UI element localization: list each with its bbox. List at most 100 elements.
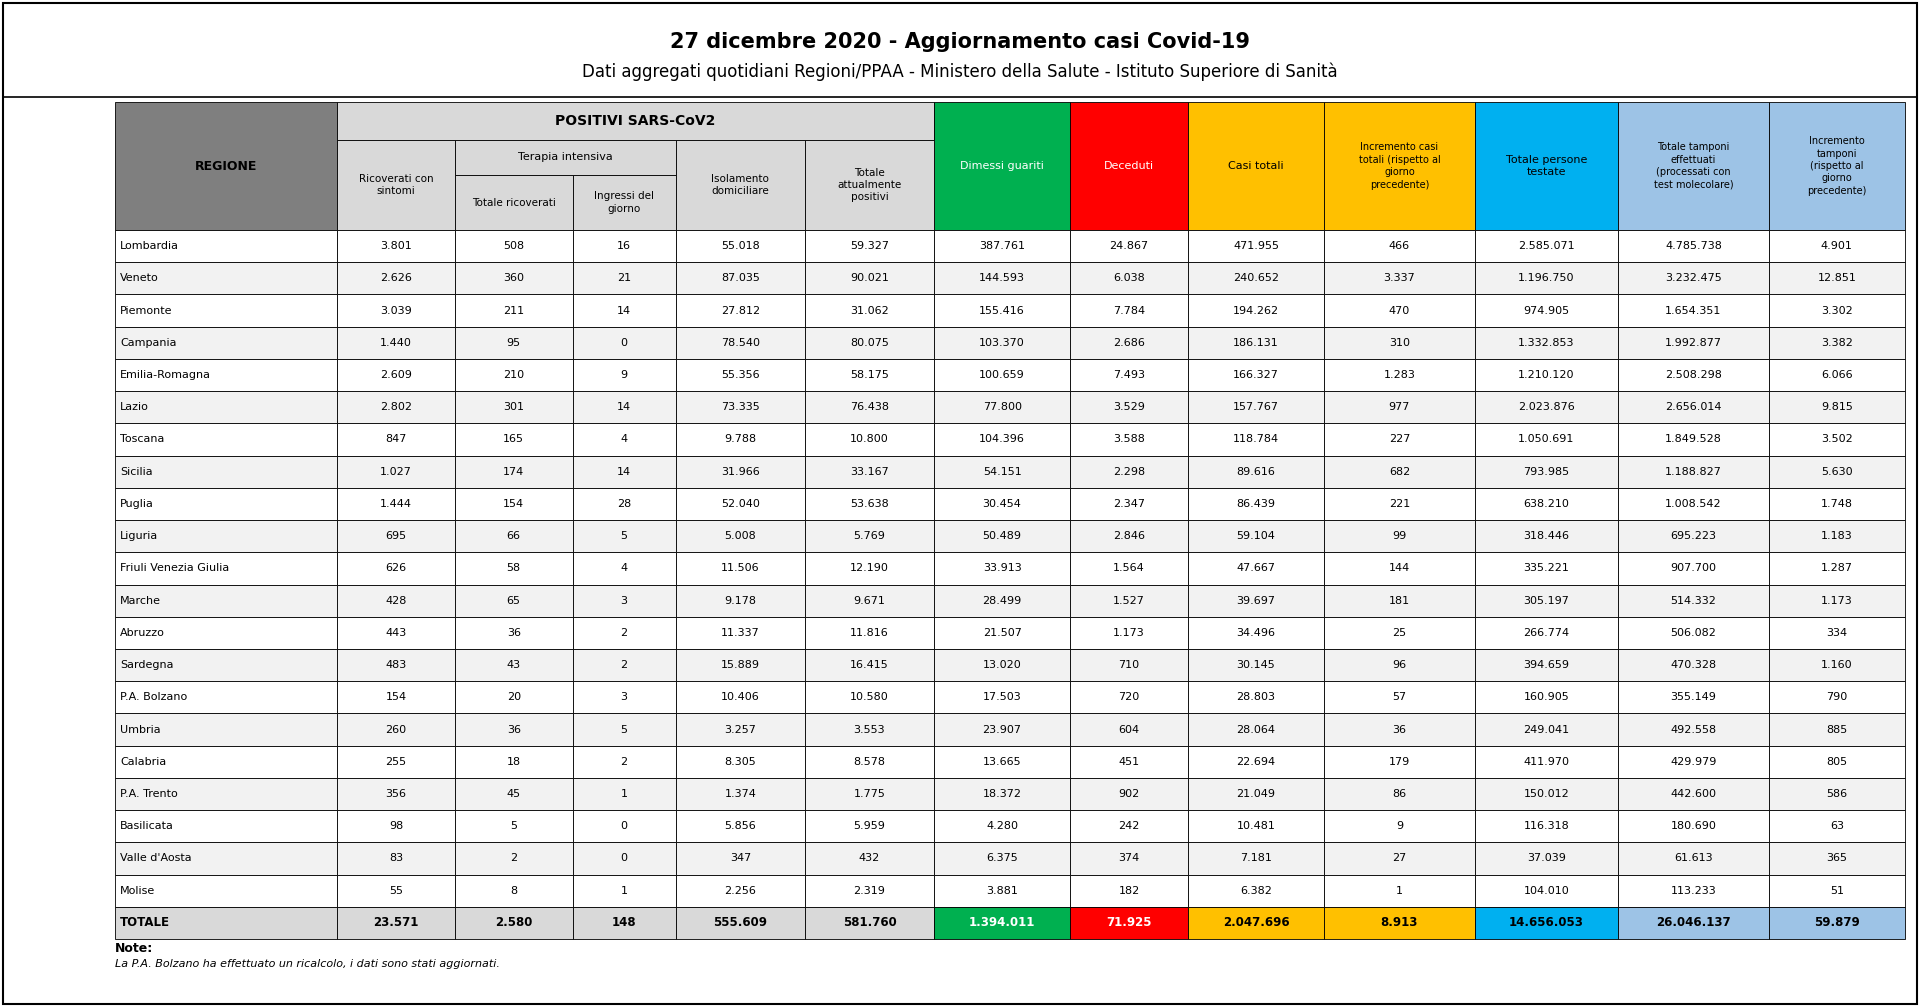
Text: 95: 95 [507,337,520,347]
Bar [676,552,804,584]
Bar [1768,294,1905,326]
Bar [572,487,676,520]
Bar [804,552,933,584]
Text: 1.654.351: 1.654.351 [1665,305,1722,315]
Bar [115,487,338,520]
Text: Note:: Note: [115,943,154,956]
Text: 10.800: 10.800 [851,434,889,444]
Text: 103.370: 103.370 [979,337,1025,347]
Bar [1069,616,1188,649]
Bar [676,584,804,616]
Text: Veneto: Veneto [119,273,159,283]
Text: 626: 626 [386,563,407,573]
Bar [804,745,933,777]
Bar [676,487,804,520]
Text: 2.802: 2.802 [380,402,413,412]
Text: 885: 885 [1826,724,1847,734]
Text: 9: 9 [1396,821,1404,831]
Bar [1325,391,1475,423]
Bar [1768,584,1905,616]
Text: 2.656.014: 2.656.014 [1665,402,1722,412]
Text: 66: 66 [507,531,520,541]
Text: 1.992.877: 1.992.877 [1665,337,1722,347]
Text: Valle d'Aosta: Valle d'Aosta [119,853,192,863]
Text: P.A. Trento: P.A. Trento [119,788,179,799]
Text: 790: 790 [1826,692,1847,702]
Text: 470.328: 470.328 [1670,660,1716,670]
Text: 23.907: 23.907 [983,724,1021,734]
Text: 902: 902 [1119,788,1140,799]
Text: 1.283: 1.283 [1384,370,1415,380]
Bar [676,262,804,294]
Text: Marche: Marche [119,595,161,605]
Bar [1619,520,1768,552]
Text: 227: 227 [1388,434,1409,444]
Text: 2.347: 2.347 [1114,498,1144,509]
Bar [676,649,804,681]
Bar [1475,552,1619,584]
Bar [338,874,455,906]
Text: 3.801: 3.801 [380,241,413,251]
Text: 1.748: 1.748 [1820,498,1853,509]
Text: 3.039: 3.039 [380,305,413,315]
Text: 1.287: 1.287 [1820,563,1853,573]
Bar [572,455,676,487]
Bar [1188,487,1325,520]
Text: 179: 179 [1388,756,1409,766]
Bar [933,616,1069,649]
Text: 1.444: 1.444 [380,498,413,509]
Text: 847: 847 [386,434,407,444]
Bar [1475,584,1619,616]
Text: 720: 720 [1119,692,1140,702]
Bar [1069,874,1188,906]
Text: 5.008: 5.008 [724,531,756,541]
Bar [1069,584,1188,616]
Text: 86.439: 86.439 [1236,498,1275,509]
Bar [1619,745,1768,777]
Text: 63: 63 [1830,821,1843,831]
Bar [933,262,1069,294]
Bar [1619,777,1768,810]
Bar [1475,487,1619,520]
Text: 9.178: 9.178 [724,595,756,605]
Text: 1.173: 1.173 [1114,627,1144,637]
Text: 3.553: 3.553 [854,724,885,734]
Text: 14: 14 [616,305,632,315]
Bar [1475,810,1619,842]
Bar [1768,326,1905,358]
Text: 52.040: 52.040 [720,498,760,509]
Bar [1475,294,1619,326]
Bar [455,616,572,649]
Text: 186.131: 186.131 [1233,337,1279,347]
Text: 8.913: 8.913 [1380,916,1419,929]
Bar [1619,681,1768,713]
Text: 154: 154 [503,498,524,509]
Text: 1: 1 [620,886,628,895]
Text: 2: 2 [620,756,628,766]
Text: 27 dicembre 2020 - Aggiornamento casi Covid-19: 27 dicembre 2020 - Aggiornamento casi Co… [670,32,1250,52]
Bar [933,713,1069,745]
Bar [676,874,804,906]
Bar [455,906,572,939]
Text: 355.149: 355.149 [1670,692,1716,702]
Text: 150.012: 150.012 [1524,788,1569,799]
Bar [1069,681,1188,713]
Bar [1069,391,1188,423]
Text: 160.905: 160.905 [1524,692,1569,702]
Bar [1188,358,1325,391]
Text: 154: 154 [386,692,407,702]
Text: Puglia: Puglia [119,498,154,509]
Bar [1619,326,1768,358]
Text: 33.167: 33.167 [851,466,889,476]
Text: 1.394.011: 1.394.011 [970,916,1035,929]
Text: Ricoverati con
sintomi: Ricoverati con sintomi [359,174,434,196]
Text: Calabria: Calabria [119,756,167,766]
Text: 104.396: 104.396 [979,434,1025,444]
Text: 335.221: 335.221 [1523,563,1569,573]
Text: La P.A. Bolzano ha effettuato un ricalcolo, i dati sono stati aggiornati.: La P.A. Bolzano ha effettuato un ricalco… [115,959,499,969]
Text: 695: 695 [386,531,407,541]
Bar [933,487,1069,520]
Bar [1069,713,1188,745]
Bar [1069,906,1188,939]
Bar [455,842,572,874]
